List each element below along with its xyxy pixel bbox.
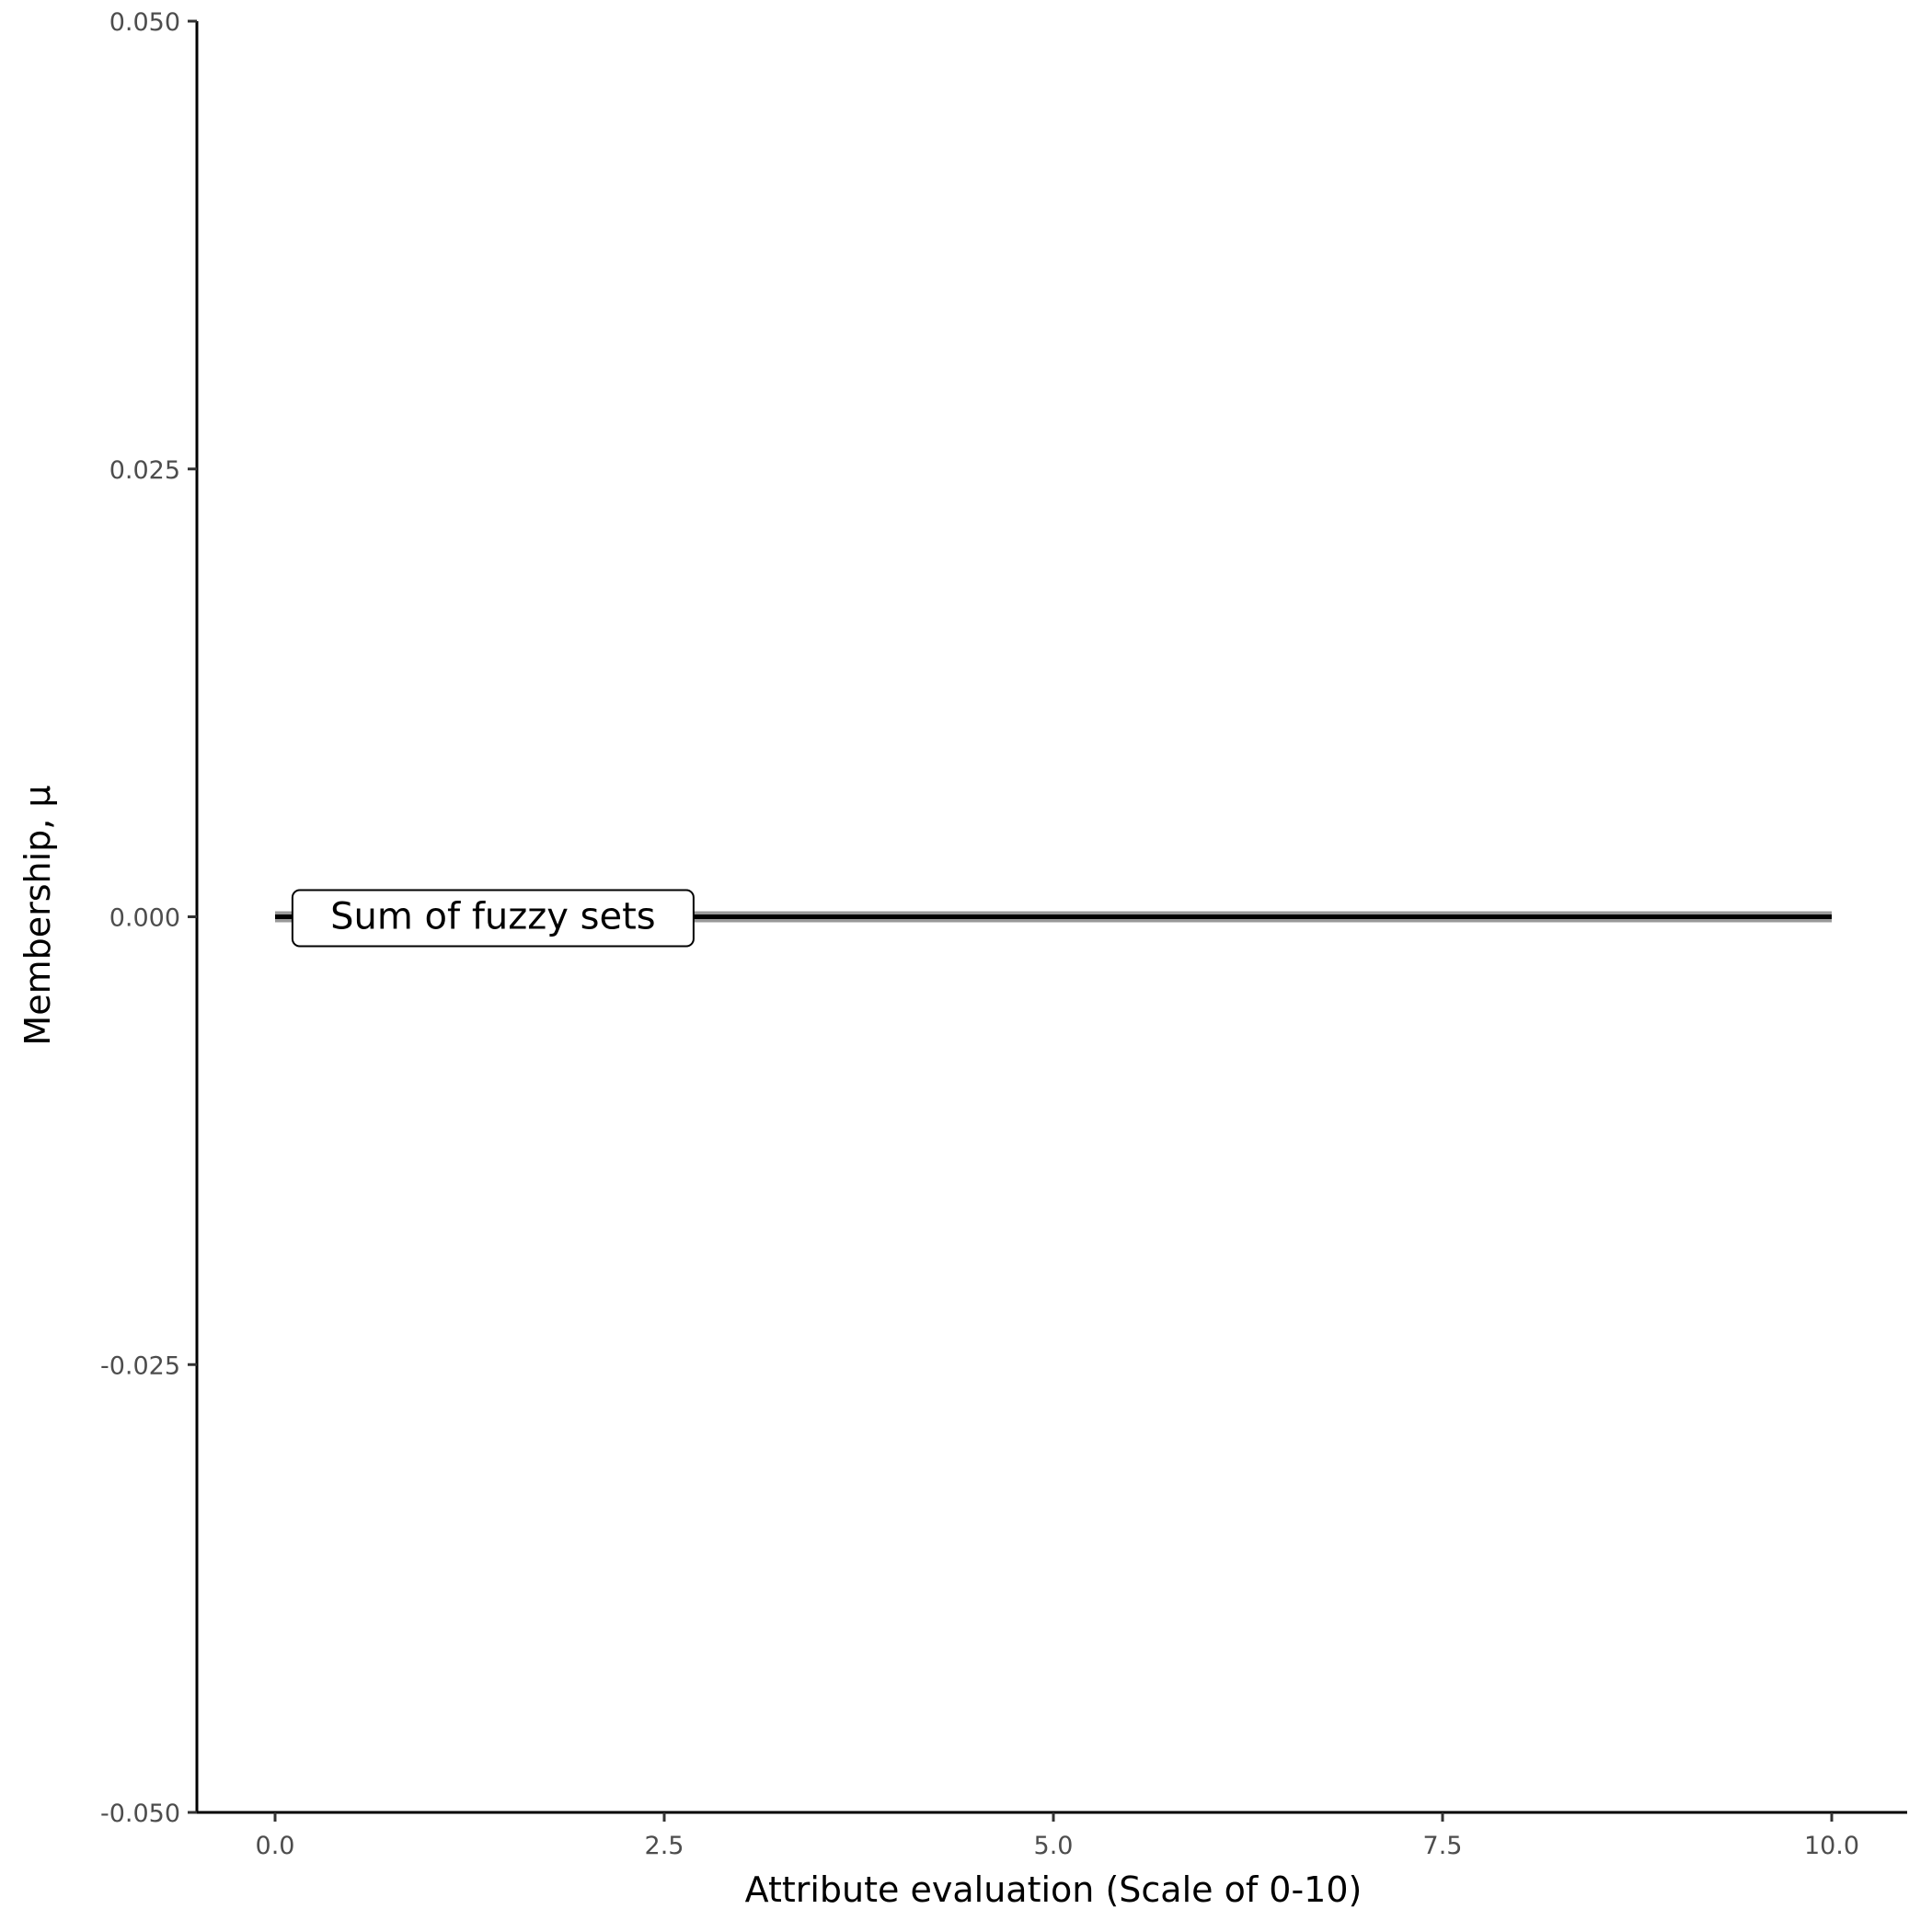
y-tick-label: -0.050 bbox=[100, 1800, 180, 1828]
annotation-text: Sum of fuzzy sets bbox=[330, 896, 655, 938]
x-tick-label: 2.5 bbox=[645, 1832, 684, 1860]
annotation-label: Sum of fuzzy sets bbox=[291, 889, 695, 948]
x-tick-label: 10.0 bbox=[1804, 1832, 1859, 1860]
plot-area: Sum of fuzzy sets bbox=[275, 889, 1832, 948]
x-tick-label: 7.5 bbox=[1423, 1832, 1463, 1860]
y-tick-label: -0.025 bbox=[100, 1351, 180, 1380]
y-tick-label: 0.025 bbox=[109, 456, 180, 485]
x-tick-label: 0.0 bbox=[256, 1832, 295, 1860]
x-tick-label: 5.0 bbox=[1034, 1832, 1074, 1860]
axes: 0.0 2.5 5.0 7.5 10.0 -0.050 -0.025 0.000 0.025 0.… bbox=[100, 8, 1907, 1860]
y-axis-title: Membership, μ bbox=[17, 785, 58, 1045]
annotation-box bbox=[291, 889, 695, 948]
y-tick-label: 0.050 bbox=[109, 8, 180, 37]
x-axis-title: Attribute evaluation (Scale of 0-10) bbox=[745, 1869, 1363, 1910]
y-tick-label: 0.000 bbox=[109, 904, 180, 933]
